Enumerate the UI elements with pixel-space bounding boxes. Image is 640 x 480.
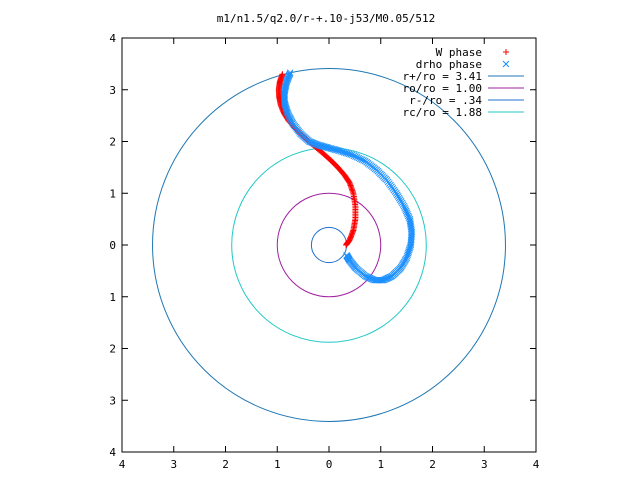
drho-phase-point (372, 276, 379, 284)
drho-phase-point (284, 76, 291, 84)
drho-phase-point (310, 139, 318, 147)
legend-label: W phase (436, 46, 482, 59)
drho-phase-point (334, 147, 342, 154)
drho-phase-point (402, 207, 410, 215)
drho-phase-point (405, 214, 413, 221)
drho-phase-point (311, 140, 319, 148)
drho-phase-point (344, 150, 351, 157)
drho-phase-point (328, 145, 336, 153)
drho-phase-point (347, 151, 355, 158)
drho-phase-point (401, 204, 409, 212)
y-tick-label: 1 (109, 187, 116, 200)
drho-phase-point (333, 146, 340, 154)
drho-phase-point (331, 146, 339, 154)
drho-phase-point (285, 73, 292, 81)
x-tick-label: 1 (377, 458, 384, 471)
circle-ro (276, 192, 382, 298)
circle-r+ (152, 68, 506, 422)
drho-phase-point (307, 138, 314, 146)
drho-phase-point (323, 144, 331, 151)
drho-phase-point (339, 148, 346, 156)
drho-phase-point (355, 154, 363, 162)
drho-phase-point (404, 210, 411, 218)
drho-phase-point (286, 69, 294, 77)
phase-markers (275, 69, 416, 284)
legend-marker-cross (502, 60, 510, 68)
drho-phase-point (352, 153, 359, 160)
drho-phase-point (345, 150, 353, 158)
drho-phase-point (322, 143, 329, 151)
drho-phase-point (400, 202, 408, 210)
drho-phase-point (312, 140, 320, 148)
y-tick-label: 4 (109, 32, 116, 45)
drho-phase-point (283, 107, 291, 114)
x-tick-label: 1 (274, 458, 281, 471)
drho-phase-point (404, 212, 412, 220)
x-tick-label: 2 (429, 458, 436, 471)
drho-phase-point (358, 156, 366, 163)
x-tick-label: 4 (119, 458, 126, 471)
drho-phase-point (340, 149, 348, 156)
drho-phase-point (402, 206, 409, 213)
circle-rc (231, 147, 427, 343)
drho-phase-point (282, 104, 290, 112)
y-tick-label: 3 (109, 394, 116, 407)
legend-label: r-/ro = .34 (409, 94, 482, 107)
drho-phase-point (282, 103, 290, 110)
y-tick-label: 1 (109, 291, 116, 304)
drho-phase-point (335, 147, 343, 155)
drho-phase-point (285, 72, 293, 80)
drho-phase-point (283, 77, 291, 85)
x-tick-label: 0 (326, 458, 333, 471)
drho-phase-point (308, 139, 316, 146)
drho-phase-point (330, 145, 338, 153)
circle-r- (310, 226, 348, 264)
x-tick-label: 4 (533, 458, 540, 471)
legend-label: drho phase (416, 58, 482, 71)
y-tick-label: 3 (109, 84, 116, 97)
legend-label: ro/ro = 1.00 (403, 82, 482, 95)
drho-phase-point (403, 209, 411, 217)
drho-phase-point (350, 152, 358, 160)
drho-phase-point (337, 147, 345, 155)
drho-phase-point (321, 143, 328, 151)
y-tick-label: 2 (109, 343, 116, 356)
drho-phase-point (281, 98, 288, 105)
drho-phase-point (353, 153, 361, 161)
drho-phase-point (283, 105, 290, 113)
drho-phase-point (283, 108, 291, 116)
drho-phase-point (327, 145, 335, 152)
drho-phase-point (314, 141, 321, 149)
drho-phase-point (326, 144, 333, 152)
y-tick-label: 0 (109, 239, 116, 252)
drho-phase-point (360, 157, 367, 164)
x-tick-label: 2 (222, 458, 229, 471)
drho-phase-point (284, 75, 292, 82)
drho-phase-point (309, 139, 317, 147)
drho-phase-point (281, 100, 289, 108)
drho-phase-point (305, 138, 313, 145)
drho-phase-point (281, 101, 289, 109)
drho-phase-point (408, 227, 415, 234)
drho-phase-point (348, 151, 356, 159)
y-tick-label: 2 (109, 136, 116, 149)
drho-phase-point (285, 71, 293, 79)
drho-phase-point (357, 155, 364, 163)
x-tick-label: 3 (170, 458, 177, 471)
legend-label: r+/ro = 3.41 (403, 70, 482, 83)
radius-circles (152, 68, 506, 422)
drho-phase-point (343, 251, 350, 259)
chart-title: m1/n1.5/q2.0/r-+.10-j53/M0.05/512 (217, 12, 436, 25)
x-tick-label: 3 (481, 458, 488, 471)
drho-phase-point (281, 99, 288, 107)
drho-phase-point (342, 149, 350, 157)
y-tick-label: 4 (109, 446, 116, 459)
drho-phase-point (286, 70, 294, 78)
drho-phase-point (324, 144, 332, 152)
legend-label: rc/ro = 1.88 (403, 106, 482, 119)
